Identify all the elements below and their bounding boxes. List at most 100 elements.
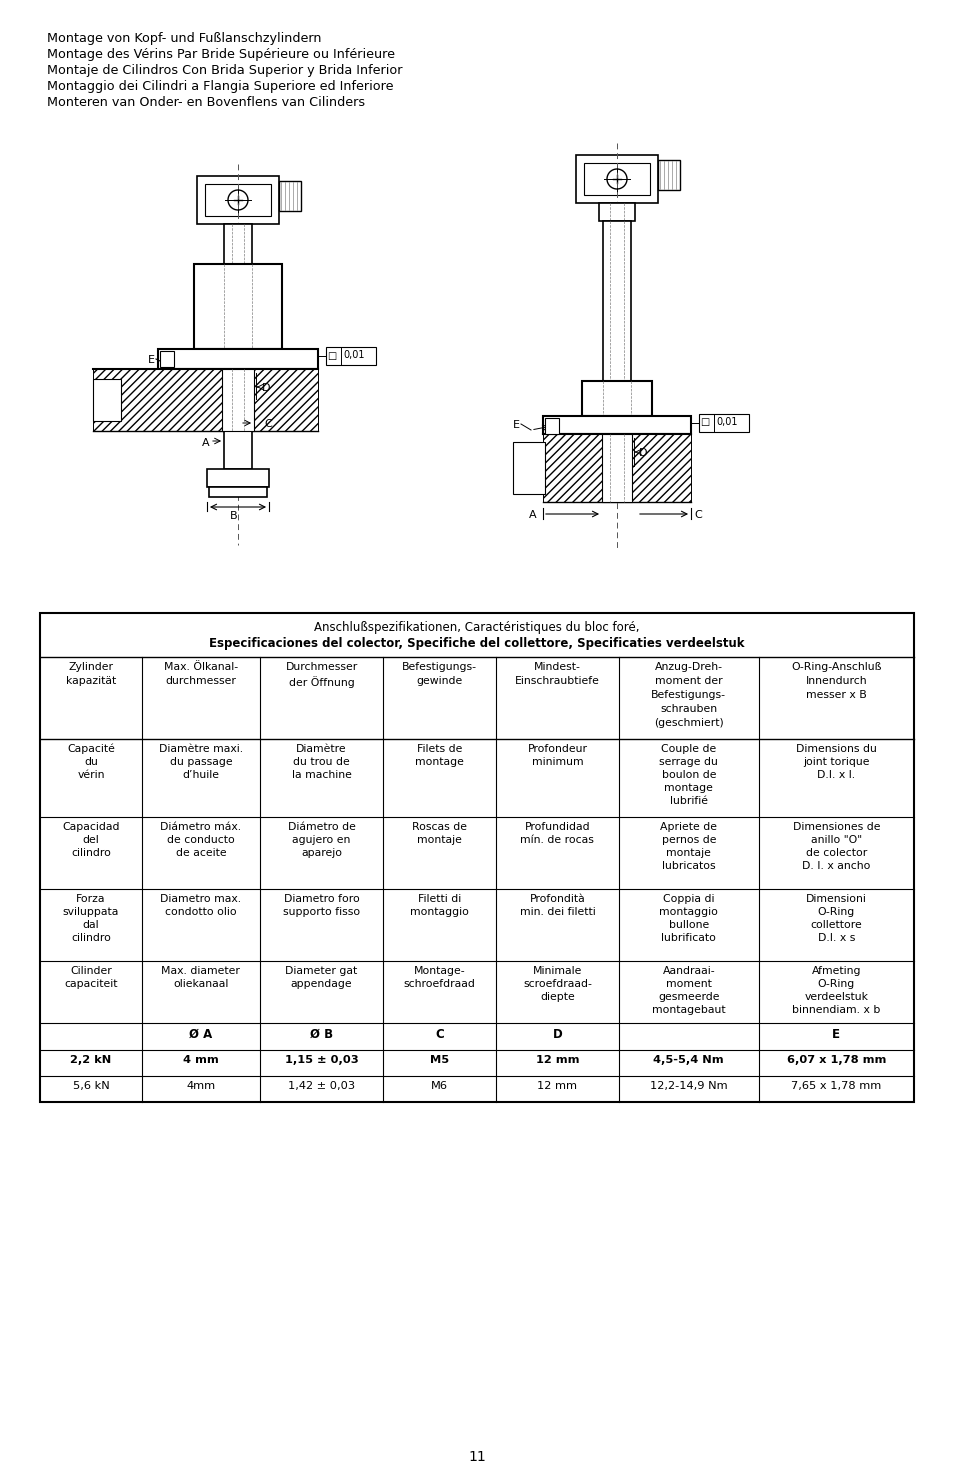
Text: Montage des Vérins Par Bride Supérieure ou Inférieure: Montage des Vérins Par Bride Supérieure … [47, 49, 395, 60]
Text: 7,65 x 1,78 mm: 7,65 x 1,78 mm [790, 1081, 881, 1092]
Text: Montage von Kopf- und Fußlanschzylindern: Montage von Kopf- und Fußlanschzylindern [47, 32, 321, 46]
Text: moment: moment [665, 979, 711, 990]
Bar [326, 347, 375, 364]
Text: lubricatos: lubricatos [661, 861, 715, 872]
Text: montaje: montaje [665, 848, 711, 858]
Text: Einschraubtiefe: Einschraubtiefe [515, 676, 599, 686]
Text: Diamètre maxi.: Diamètre maxi. [158, 743, 243, 754]
Bar [602, 221, 630, 381]
Text: Befestigungs-: Befestigungs- [651, 690, 725, 701]
Text: minimum: minimum [531, 757, 582, 767]
Text: montage: montage [663, 783, 713, 794]
Text: D: D [552, 1028, 561, 1041]
Text: C: C [693, 510, 701, 521]
Bar [598, 204, 635, 221]
Bar [224, 431, 252, 469]
Text: montage: montage [415, 757, 463, 767]
Bar [699, 414, 748, 432]
Bar [209, 487, 267, 497]
Text: Dimensions du: Dimensions du [795, 743, 876, 754]
Text: 12 mm: 12 mm [537, 1081, 577, 1092]
Text: Profundidad: Profundidad [524, 822, 590, 832]
Text: d’huile: d’huile [182, 770, 219, 780]
Text: gewinde: gewinde [416, 676, 462, 686]
Text: serrage du: serrage du [659, 757, 718, 767]
Text: Afmeting: Afmeting [811, 966, 861, 976]
Text: Montaggio dei Cilindri a Flangia Superiore ed Inferiore: Montaggio dei Cilindri a Flangia Superio… [47, 80, 393, 93]
Bar [601, 434, 631, 502]
Text: Aandraai-: Aandraai- [661, 966, 715, 976]
Text: Durchmesser: Durchmesser [285, 662, 357, 673]
Text: cilindro: cilindro [71, 848, 111, 858]
Bar [160, 351, 173, 367]
Bar [581, 381, 651, 416]
Text: lubrifié: lubrifié [669, 796, 707, 805]
Text: capaciteit: capaciteit [64, 979, 117, 990]
Text: D. I. x ancho: D. I. x ancho [801, 861, 869, 872]
Text: verdeelstuk: verdeelstuk [803, 993, 867, 1002]
Text: binnendiam. x b: binnendiam. x b [791, 1004, 880, 1015]
Text: (geschmiert): (geschmiert) [653, 718, 723, 729]
Text: O-Ring: O-Ring [817, 907, 854, 917]
Text: Capacité: Capacité [67, 743, 114, 755]
Text: Ø A: Ø A [189, 1028, 213, 1041]
Text: moment der: moment der [655, 676, 721, 686]
Text: du: du [84, 757, 98, 767]
Text: 4,5-5,4 Nm: 4,5-5,4 Nm [653, 1055, 723, 1065]
Text: boulon de: boulon de [660, 770, 716, 780]
Text: collettore: collettore [809, 920, 862, 931]
Text: pernos de: pernos de [660, 835, 716, 845]
Text: M5: M5 [430, 1055, 449, 1065]
Text: Montage-: Montage- [414, 966, 465, 976]
Text: M6: M6 [431, 1081, 448, 1092]
Text: de conducto: de conducto [167, 835, 234, 845]
Bar [196, 176, 278, 224]
Text: D.I. x s: D.I. x s [817, 934, 854, 943]
Text: Diámetro de: Diámetro de [287, 822, 355, 832]
Text: 12 mm: 12 mm [536, 1055, 578, 1065]
Text: schroefdraad: schroefdraad [403, 979, 475, 990]
Bar [583, 164, 649, 195]
Bar [631, 434, 690, 502]
Text: gesmeerde: gesmeerde [658, 993, 719, 1002]
Text: Diametro foro: Diametro foro [283, 894, 359, 904]
Bar [253, 369, 317, 431]
Text: joint torique: joint torique [802, 757, 868, 767]
Text: Diámetro máx.: Diámetro máx. [160, 822, 241, 832]
Bar [224, 224, 252, 264]
Text: Diamètre: Diamètre [295, 743, 347, 754]
Text: Minimale: Minimale [532, 966, 581, 976]
Text: de aceite: de aceite [175, 848, 226, 858]
Text: aparejo: aparejo [301, 848, 341, 858]
Text: du passage: du passage [170, 757, 232, 767]
Bar [542, 434, 601, 502]
Text: 4mm: 4mm [186, 1081, 215, 1092]
Text: 12,2-14,9 Nm: 12,2-14,9 Nm [649, 1081, 727, 1092]
Text: D: D [262, 384, 271, 392]
Text: del: del [83, 835, 99, 845]
Bar [92, 379, 121, 420]
Text: Apriete de: Apriete de [659, 822, 717, 832]
Text: C: C [435, 1028, 443, 1041]
Text: D: D [639, 448, 647, 459]
Text: mín. de rocas: mín. de rocas [520, 835, 594, 845]
Text: 1,42 ± 0,03: 1,42 ± 0,03 [288, 1081, 355, 1092]
Text: Cilinder: Cilinder [70, 966, 112, 976]
Text: A: A [529, 510, 536, 521]
Text: Filets de: Filets de [416, 743, 461, 754]
Bar [278, 181, 301, 211]
Bar [513, 442, 544, 494]
Text: □: □ [327, 351, 335, 361]
Text: sviluppata: sviluppata [63, 907, 119, 917]
Text: D.I. x l.: D.I. x l. [817, 770, 855, 780]
Text: C: C [264, 419, 272, 429]
Text: montaggio: montaggio [410, 907, 469, 917]
Bar [544, 417, 558, 434]
Text: scroefdraad-: scroefdraad- [522, 979, 591, 990]
Bar [92, 369, 227, 431]
Bar [205, 184, 271, 215]
Text: vérin: vérin [77, 770, 105, 780]
Text: Montaje de Cilindros Con Brida Superior y Brida Inferior: Montaje de Cilindros Con Brida Superior … [47, 63, 402, 77]
Text: bullone: bullone [668, 920, 708, 931]
Bar [158, 350, 317, 369]
